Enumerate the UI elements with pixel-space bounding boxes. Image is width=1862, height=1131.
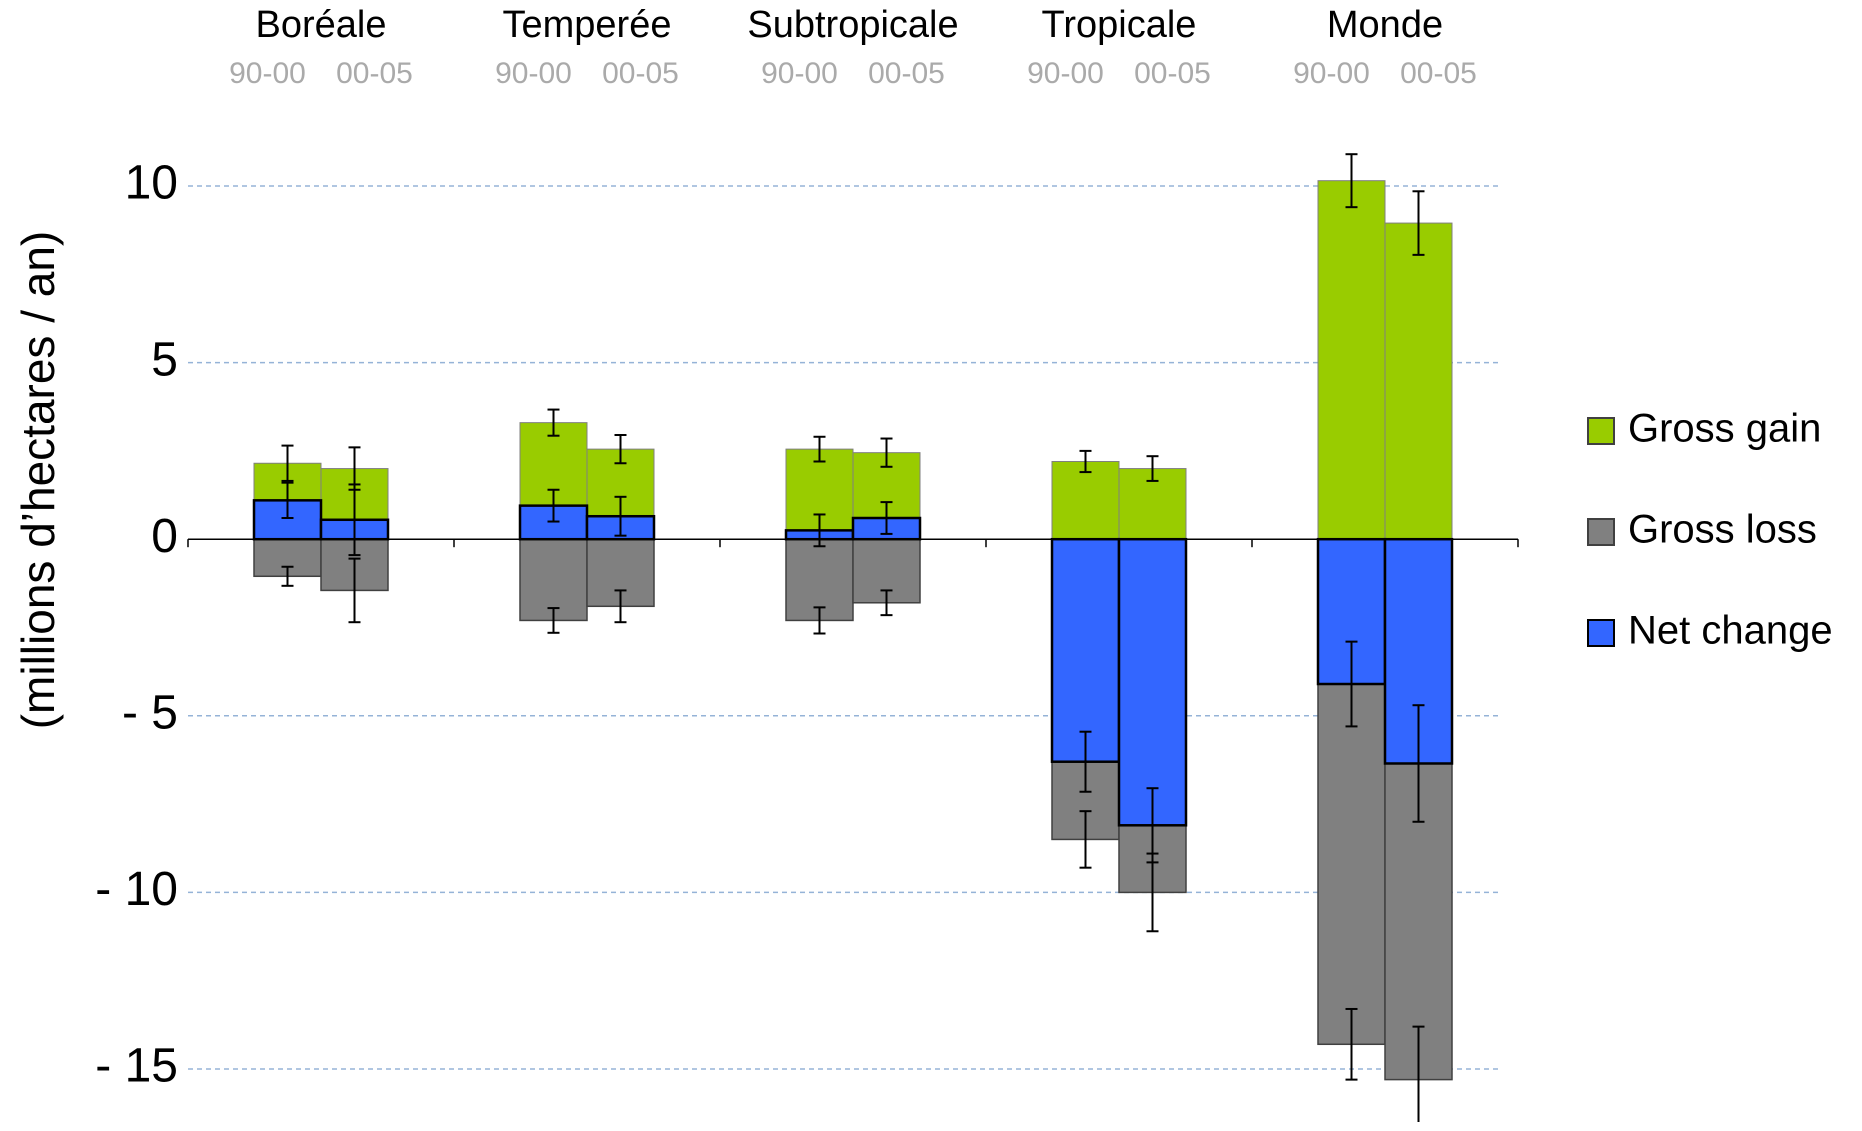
period-label: 90-00 xyxy=(761,57,838,90)
error-bar xyxy=(813,606,826,635)
error-bar xyxy=(813,513,826,548)
period-label: 00-05 xyxy=(336,57,413,90)
period-label: 90-00 xyxy=(495,57,572,90)
error-bar xyxy=(1412,190,1425,256)
period-label: 00-05 xyxy=(602,57,679,90)
bar xyxy=(1050,537,1121,763)
group-label: Subtropicale xyxy=(747,4,958,46)
error-bar xyxy=(880,589,893,617)
error-bar xyxy=(880,437,893,468)
bar xyxy=(1317,180,1386,540)
group-label: Temperée xyxy=(503,4,672,46)
error-bar xyxy=(547,607,560,634)
y-tick-label: - 10 xyxy=(95,863,178,916)
legend-label: Gross loss xyxy=(1628,508,1817,552)
error-bar xyxy=(281,481,294,520)
y-tick-label: - 5 xyxy=(122,686,178,739)
error-bar xyxy=(1345,153,1358,209)
error-bar xyxy=(547,408,560,437)
period-label: 00-05 xyxy=(1134,57,1211,90)
group-label: Monde xyxy=(1327,4,1443,46)
error-bar xyxy=(1345,640,1358,728)
period-label: 90-00 xyxy=(1293,57,1370,90)
error-bar xyxy=(1412,704,1425,823)
period-label: 90-00 xyxy=(1027,57,1104,90)
group-label: Boréale xyxy=(256,4,387,46)
legend-label: Net change xyxy=(1628,609,1833,653)
error-bar xyxy=(614,433,627,465)
period-label: 00-05 xyxy=(868,57,945,90)
bar xyxy=(1384,222,1453,540)
error-bar xyxy=(1146,455,1159,482)
error-bar xyxy=(813,435,826,463)
error-bar xyxy=(1412,1025,1425,1122)
error-bar xyxy=(281,444,294,482)
error-bar xyxy=(1079,810,1092,869)
error-bar xyxy=(1345,1007,1358,1081)
bar xyxy=(1051,460,1120,540)
error-bar xyxy=(614,589,627,624)
error-bar xyxy=(348,483,361,557)
error-bar xyxy=(1079,730,1092,793)
legend-swatch xyxy=(1587,619,1615,647)
legend-label: Gross gain xyxy=(1628,407,1821,451)
y-axis-label: (millions d’hectares / an) xyxy=(12,231,64,730)
y-tick-label: 5 xyxy=(151,333,178,386)
error-bar xyxy=(1146,787,1159,864)
period-label: 00-05 xyxy=(1400,57,1477,90)
error-bar xyxy=(1079,449,1092,474)
legend-swatch xyxy=(1587,417,1615,445)
error-bar xyxy=(614,495,627,537)
y-tick-label: 10 xyxy=(125,157,178,210)
legend-swatch xyxy=(1587,518,1615,546)
period-label: 90-00 xyxy=(229,57,306,90)
error-bar xyxy=(281,565,294,587)
bar xyxy=(519,538,588,622)
bar xyxy=(1117,537,1188,827)
group-label: Tropicale xyxy=(1042,4,1197,46)
y-tick-label: - 15 xyxy=(95,1040,178,1093)
error-bar xyxy=(348,557,361,624)
y-tick-label: 0 xyxy=(151,510,178,563)
error-bar xyxy=(880,501,893,535)
error-bar xyxy=(547,488,560,523)
